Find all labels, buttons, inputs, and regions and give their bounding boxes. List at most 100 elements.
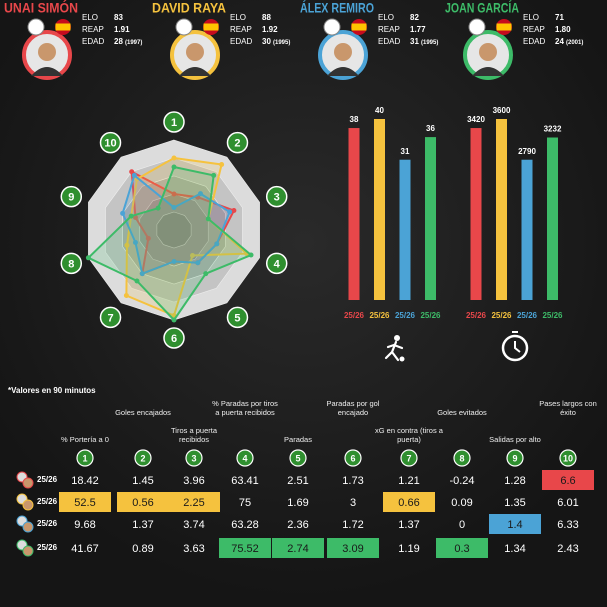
player-head bbox=[38, 43, 56, 61]
cell-highlight bbox=[327, 538, 379, 558]
cell-value: 3.63 bbox=[183, 543, 204, 555]
bar bbox=[425, 137, 436, 300]
axis-badge bbox=[163, 327, 185, 349]
stat-label: REAP bbox=[82, 25, 104, 34]
column-label: Goles evitados bbox=[437, 408, 487, 417]
player-silhouette bbox=[31, 67, 63, 76]
axis-badge bbox=[265, 185, 288, 208]
player-silhouette bbox=[472, 67, 504, 76]
stat-value: 1.92 bbox=[262, 25, 278, 34]
radar-point bbox=[132, 240, 138, 246]
axis-number: 3 bbox=[274, 192, 280, 204]
stat-label: REAP bbox=[523, 25, 545, 34]
cell-value: 1.45 bbox=[132, 475, 153, 487]
stat-value: 30 bbox=[262, 37, 271, 46]
axis-number: 9 bbox=[68, 192, 74, 204]
row-season: 25/26 bbox=[37, 519, 58, 528]
cell-highlight bbox=[542, 470, 594, 490]
cell-highlight bbox=[168, 492, 220, 512]
column-label: % Portería a 0 bbox=[61, 435, 109, 444]
stat-value: 1.91 bbox=[114, 25, 130, 34]
column-number: 4 bbox=[242, 453, 247, 463]
radar-point bbox=[203, 271, 209, 277]
bar-category: 25/26 bbox=[491, 311, 512, 320]
player-name: JOAN GARCÍA bbox=[445, 0, 519, 16]
bar bbox=[470, 128, 482, 300]
club-badge bbox=[468, 18, 486, 36]
bar bbox=[348, 128, 360, 300]
radar-point bbox=[171, 259, 177, 264]
stat-value: 24 bbox=[555, 37, 564, 46]
radar-point bbox=[128, 213, 134, 219]
column-badge bbox=[400, 449, 418, 467]
cell-value: 2.74 bbox=[287, 543, 308, 555]
radar-point bbox=[205, 216, 211, 222]
stat-born: (1995) bbox=[273, 40, 290, 46]
stat-label: ELO bbox=[82, 13, 98, 22]
cell-value: 63.41 bbox=[231, 475, 259, 487]
row-photo bbox=[22, 477, 34, 489]
stat-value: 71 bbox=[555, 13, 564, 22]
column-label: xG en contra (tiros a puerta) bbox=[375, 426, 443, 444]
stat-value: 1.80 bbox=[555, 25, 571, 34]
axis-badge bbox=[60, 185, 83, 208]
column-number: 2 bbox=[140, 453, 145, 463]
cell-value: 6.6 bbox=[560, 475, 575, 487]
cell-value: 18.42 bbox=[71, 475, 99, 487]
axis-badge bbox=[226, 306, 249, 329]
radar-point bbox=[120, 210, 126, 216]
radar-point bbox=[131, 172, 137, 178]
cell-value: 1.73 bbox=[342, 475, 363, 487]
stat-label: EDAD bbox=[82, 37, 104, 46]
cell-value: 1.35 bbox=[504, 497, 525, 509]
stat-value: 31 bbox=[410, 37, 419, 46]
bar-category: 25/26 bbox=[420, 311, 441, 320]
stat-label: ELO bbox=[523, 13, 539, 22]
bar-category: 25/26 bbox=[517, 311, 538, 320]
bar-category: 25/26 bbox=[542, 311, 563, 320]
row-season: 25/26 bbox=[37, 475, 58, 484]
player-name: UNAI SIMÓN bbox=[4, 0, 78, 16]
axis-badge bbox=[265, 252, 288, 275]
cell-value: 0 bbox=[459, 519, 465, 531]
radar-point bbox=[123, 293, 129, 299]
icon-player-body bbox=[384, 340, 404, 362]
column-label: Tiros a puerta recibidos bbox=[171, 426, 217, 444]
flag-band bbox=[55, 23, 71, 31]
cell-highlight bbox=[59, 492, 111, 512]
cell-value: 2.43 bbox=[557, 543, 578, 555]
player-head bbox=[334, 43, 352, 61]
stat-born: (2001) bbox=[566, 40, 583, 46]
cell-value: 2.36 bbox=[287, 519, 308, 531]
bar-value: 3232 bbox=[544, 125, 562, 134]
radar-point bbox=[190, 252, 196, 258]
column-label: Goles encajados bbox=[115, 408, 171, 417]
radar-point bbox=[171, 205, 177, 210]
bar-value: 2790 bbox=[518, 147, 536, 156]
radar-point bbox=[139, 271, 145, 277]
stat-label: REAP bbox=[230, 25, 252, 34]
cell-value: 3.96 bbox=[183, 475, 204, 487]
axis-badge bbox=[99, 131, 122, 154]
cell-value: 1.4 bbox=[507, 519, 522, 531]
player-head bbox=[186, 43, 204, 61]
bar-value: 36 bbox=[426, 124, 435, 133]
column-label: Pases largos con éxito bbox=[539, 399, 597, 417]
cell-value: 9.68 bbox=[74, 519, 95, 531]
column-number: 6 bbox=[350, 453, 355, 463]
column-badge bbox=[344, 449, 362, 467]
column-badge bbox=[236, 449, 254, 467]
cell-value: 75 bbox=[239, 497, 251, 509]
radar-point bbox=[155, 205, 161, 211]
stat-value: 82 bbox=[410, 13, 419, 22]
radar-point bbox=[171, 317, 177, 323]
axis-number: 1 bbox=[171, 117, 177, 129]
axis-number: 5 bbox=[234, 312, 240, 324]
column-number: 10 bbox=[563, 453, 573, 463]
row-photo bbox=[22, 545, 34, 557]
column-label: % Paradas por tiros a puerta recibidos bbox=[212, 399, 278, 417]
column-badge bbox=[559, 449, 577, 467]
column-number: 3 bbox=[191, 453, 196, 463]
